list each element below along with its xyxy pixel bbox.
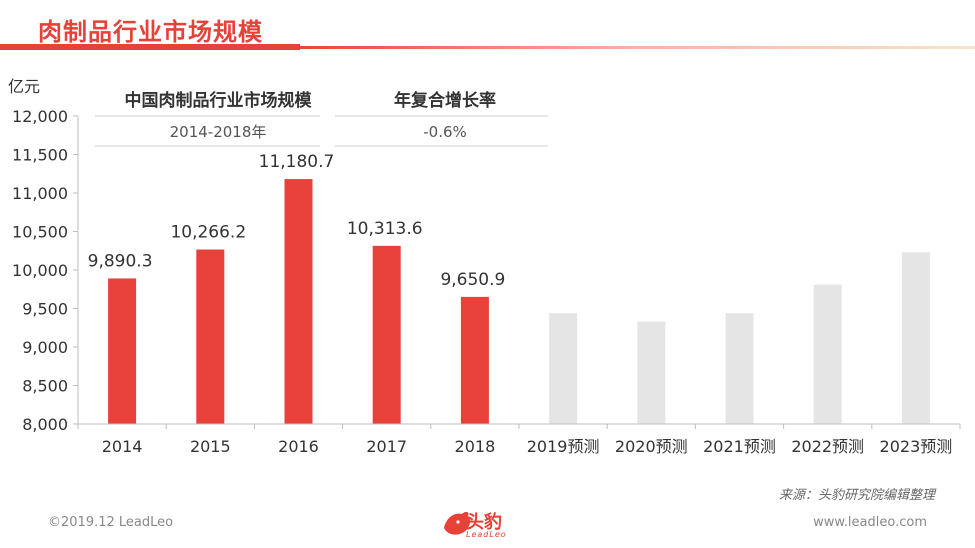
title-divider-accent xyxy=(0,44,300,50)
source-note: 来源：头豹研究院编辑整理 xyxy=(778,488,935,503)
footer-website: www.leadleo.com xyxy=(813,515,927,530)
y-tick-label: 8,000 xyxy=(22,415,68,434)
y-tick-label: 9,000 xyxy=(22,338,68,357)
x-tick-label: 2018 xyxy=(455,437,496,456)
bar xyxy=(108,278,137,424)
bar-value-label: 10,266.2 xyxy=(170,223,246,243)
bars xyxy=(108,179,930,424)
y-tick-label: 11,500 xyxy=(12,146,68,165)
forecast-bar xyxy=(813,284,842,424)
x-tick-label: 2023预测 xyxy=(880,437,953,456)
page-title: 肉制品行业市场规模 xyxy=(38,18,263,46)
y-tick-label: 12,000 xyxy=(12,107,68,126)
logo-subtext: LeadLeo xyxy=(466,530,507,539)
x-tick-label: 2020预测 xyxy=(615,437,688,456)
inset-table: 中国肉制品行业市场规模 年复合增长率 2014-2018年 -0.6% xyxy=(95,90,548,147)
bar-value-label: 9,650.9 xyxy=(440,270,505,290)
y-tick-label: 9,500 xyxy=(22,300,68,319)
bar xyxy=(284,179,313,424)
y-axis-unit: 亿元 xyxy=(8,77,40,96)
x-tick-label: 2021预测 xyxy=(703,437,776,456)
bar-labels: 9,890.3 10,266.2 11,180.7 10,313.6 9,650.9 xyxy=(88,152,506,290)
x-tick-label: 2019预测 xyxy=(527,437,600,456)
x-tick-label: 2015 xyxy=(190,437,231,456)
x-tick-label: 2017 xyxy=(366,437,407,456)
x-tick-label: 2014 xyxy=(102,437,143,456)
x-tick-label: 2016 xyxy=(278,437,319,456)
y-tick-label: 10,500 xyxy=(12,223,68,242)
leopard-logo-icon xyxy=(444,511,471,535)
bar-value-label: 9,890.3 xyxy=(88,251,153,271)
forecast-bar xyxy=(637,321,666,424)
table-header-market: 中国肉制品行业市场规模 xyxy=(125,90,313,111)
forecast-bar xyxy=(549,313,578,424)
x-axis: 2014 2015 2016 2017 2018 2019预测 2020预测 2021预测 20… xyxy=(77,423,961,456)
table-header-cagr: 年复合增长率 xyxy=(394,90,496,111)
table-cell-period: 2014-2018年 xyxy=(170,123,267,141)
logo-text: 头豹 xyxy=(466,512,502,533)
y-axis: 亿元 8,000 8,500 9,000 9,500 10,000 10,500 11,000… xyxy=(8,77,79,434)
bar xyxy=(372,245,401,424)
y-tick-label: 8,500 xyxy=(22,377,68,396)
table-cell-cagr: -0.6% xyxy=(423,123,467,141)
y-tick-label: 10,000 xyxy=(12,261,68,280)
bar-value-label: 11,180.7 xyxy=(259,152,335,172)
title-divider xyxy=(0,46,975,49)
forecast-bar xyxy=(725,313,754,424)
bar-value-label: 10,313.6 xyxy=(347,219,423,239)
bar xyxy=(196,249,225,424)
x-tick-label: 2022预测 xyxy=(791,437,864,456)
footer-copyright: ©2019.12 LeadLeo xyxy=(48,515,174,530)
y-tick-label: 11,000 xyxy=(12,184,68,203)
bar xyxy=(460,296,489,424)
forecast-bar xyxy=(901,252,930,424)
